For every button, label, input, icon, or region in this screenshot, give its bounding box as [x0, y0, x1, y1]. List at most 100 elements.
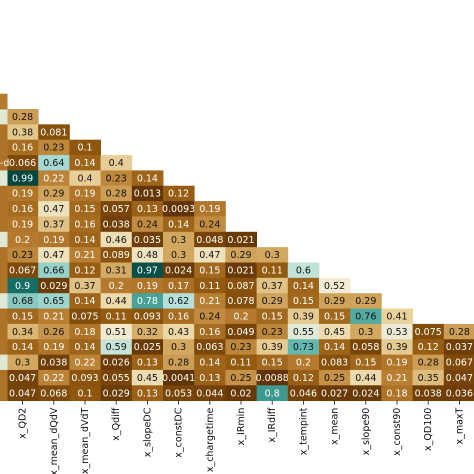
- cell-value-label: 0.19: [199, 204, 220, 215]
- cell-value-label: 0.44: [106, 296, 127, 307]
- heatmap-cell: [381, 323, 413, 340]
- cell-value-label: 0.067: [446, 358, 473, 369]
- cropped-edge-cell: [0, 231, 8, 248]
- cell-value-label: 0.16: [12, 143, 33, 154]
- cropped-edge-cell: [0, 354, 8, 371]
- cell-value-label: 0.45: [324, 327, 345, 338]
- cell-value-label: 0.11: [230, 358, 251, 369]
- heatmap-cell: [225, 385, 257, 402]
- cell-value-label: 0.4: [109, 158, 124, 169]
- cell-value-label: 0.68: [12, 296, 33, 307]
- cell-value-label: 0.037: [446, 342, 473, 353]
- cropped-edge-cell: [0, 124, 8, 141]
- cell-value-label: 0.19: [43, 235, 64, 246]
- cell-value-label: 0.23: [262, 327, 283, 338]
- cell-value-label: 0.21: [199, 296, 220, 307]
- heatmap-cell: [319, 339, 351, 355]
- cell-value-label: 0.13: [137, 388, 158, 399]
- x-tick-label: x_mean_dQdV: [49, 407, 60, 474]
- cell-value-label: 0.1: [77, 143, 92, 154]
- cell-value-label: 0.2: [233, 312, 248, 323]
- cell-value-label: 0.76: [355, 312, 376, 323]
- cell-value-label: 0.14: [324, 342, 345, 353]
- heatmap-cell: [163, 308, 195, 325]
- cell-value-label: 0.29: [262, 296, 283, 307]
- cell-value-label: 0.029: [40, 281, 67, 292]
- heatmap-cell: [7, 354, 39, 371]
- heatmap-cell: [256, 262, 289, 279]
- heatmap-cell: [225, 277, 257, 294]
- heatmap-cell: [163, 293, 195, 309]
- heatmap-cell: [225, 262, 257, 279]
- heatmap-cell: [256, 308, 289, 325]
- cell-value-label: 0.23: [43, 143, 64, 154]
- heatmap-cell: [225, 308, 257, 325]
- cell-value-label: 0.19: [137, 281, 158, 292]
- cell-value-label: 0.067: [9, 265, 36, 276]
- heatmap-cell: [287, 385, 320, 402]
- heatmap-cell: [350, 369, 382, 386]
- cell-value-label: 0.29: [43, 189, 64, 200]
- cell-value-label: 0.3: [171, 250, 186, 261]
- cell-value-label: 0.24: [137, 219, 158, 230]
- heatmap-cell: [163, 201, 195, 217]
- heatmap-cell: [163, 354, 195, 371]
- cell-value-label: 0.038: [40, 358, 67, 369]
- heatmap-cell: [225, 323, 257, 340]
- heatmap-cell: [100, 247, 133, 263]
- cell-value-label: 0.075: [415, 327, 442, 338]
- cell-value-label: 0.15: [12, 312, 33, 323]
- heatmap-cell: [7, 308, 39, 325]
- heatmap-cell: [69, 369, 101, 386]
- heatmap-cell: [131, 385, 164, 402]
- heatmap-cell: [7, 170, 39, 187]
- heatmap-cell: [350, 385, 382, 402]
- heatmap-cell: [131, 308, 164, 325]
- heatmap-cell: [319, 308, 351, 325]
- heatmap-cell: [69, 231, 101, 248]
- cell-value-label: 0.066: [9, 158, 36, 169]
- heatmap-cell: [163, 323, 195, 340]
- heatmap-cell: [38, 323, 70, 340]
- cropped-edge-cell: [0, 262, 8, 279]
- cell-value-label: 0.28: [418, 358, 439, 369]
- heatmap-cell: [100, 262, 133, 279]
- cell-value-label: 0.1: [77, 388, 92, 399]
- cell-value-label: 0.32: [137, 327, 158, 338]
- x-tick-label: x_slope90: [361, 408, 372, 456]
- cell-value-label: 0.12: [418, 342, 439, 353]
- cell-value-label: 0.024: [352, 388, 379, 399]
- heatmap-cell: [163, 339, 195, 355]
- cell-value-label: 0.087: [227, 281, 254, 292]
- heatmap-cell: [225, 354, 257, 371]
- cell-value-label: 0.027: [321, 388, 348, 399]
- heatmap-cell: [38, 369, 70, 386]
- heatmap-cell: [194, 354, 226, 371]
- cropped-edge-cell: [0, 369, 8, 386]
- heatmap-cell: [256, 323, 289, 340]
- cell-value-label: 0.038: [103, 219, 130, 230]
- cell-value-label: 0.15: [324, 312, 345, 323]
- heatmap-cell: [7, 139, 39, 156]
- heatmap-cell: [38, 124, 70, 141]
- x-tick-label: x_maxT: [454, 407, 465, 444]
- heatmap-cell: [38, 201, 70, 217]
- cropped-edge-cell: [0, 339, 8, 355]
- y-tick-fragment: -d: [0, 158, 9, 169]
- cell-value-label: 0.29: [324, 296, 345, 307]
- cell-value-label: 0.2: [109, 281, 124, 292]
- heatmap-cell: [100, 293, 133, 309]
- heatmap-cell: [256, 247, 289, 263]
- cell-value-label: 0.37: [262, 281, 283, 292]
- cell-value-label: 0.3: [265, 250, 280, 261]
- heatmap-cell: [69, 293, 101, 309]
- heatmap-cell: [38, 293, 70, 309]
- cell-value-label: 0.14: [137, 173, 158, 184]
- heatmap-cell: [287, 323, 320, 340]
- cell-value-label: 0.047: [9, 388, 36, 399]
- heatmap-cell: [194, 247, 226, 263]
- cell-value-label: 0.13: [137, 358, 158, 369]
- heatmap-cell: [381, 369, 413, 386]
- cell-value-label: 0.024: [165, 265, 192, 276]
- heatmap-cell: [194, 277, 226, 294]
